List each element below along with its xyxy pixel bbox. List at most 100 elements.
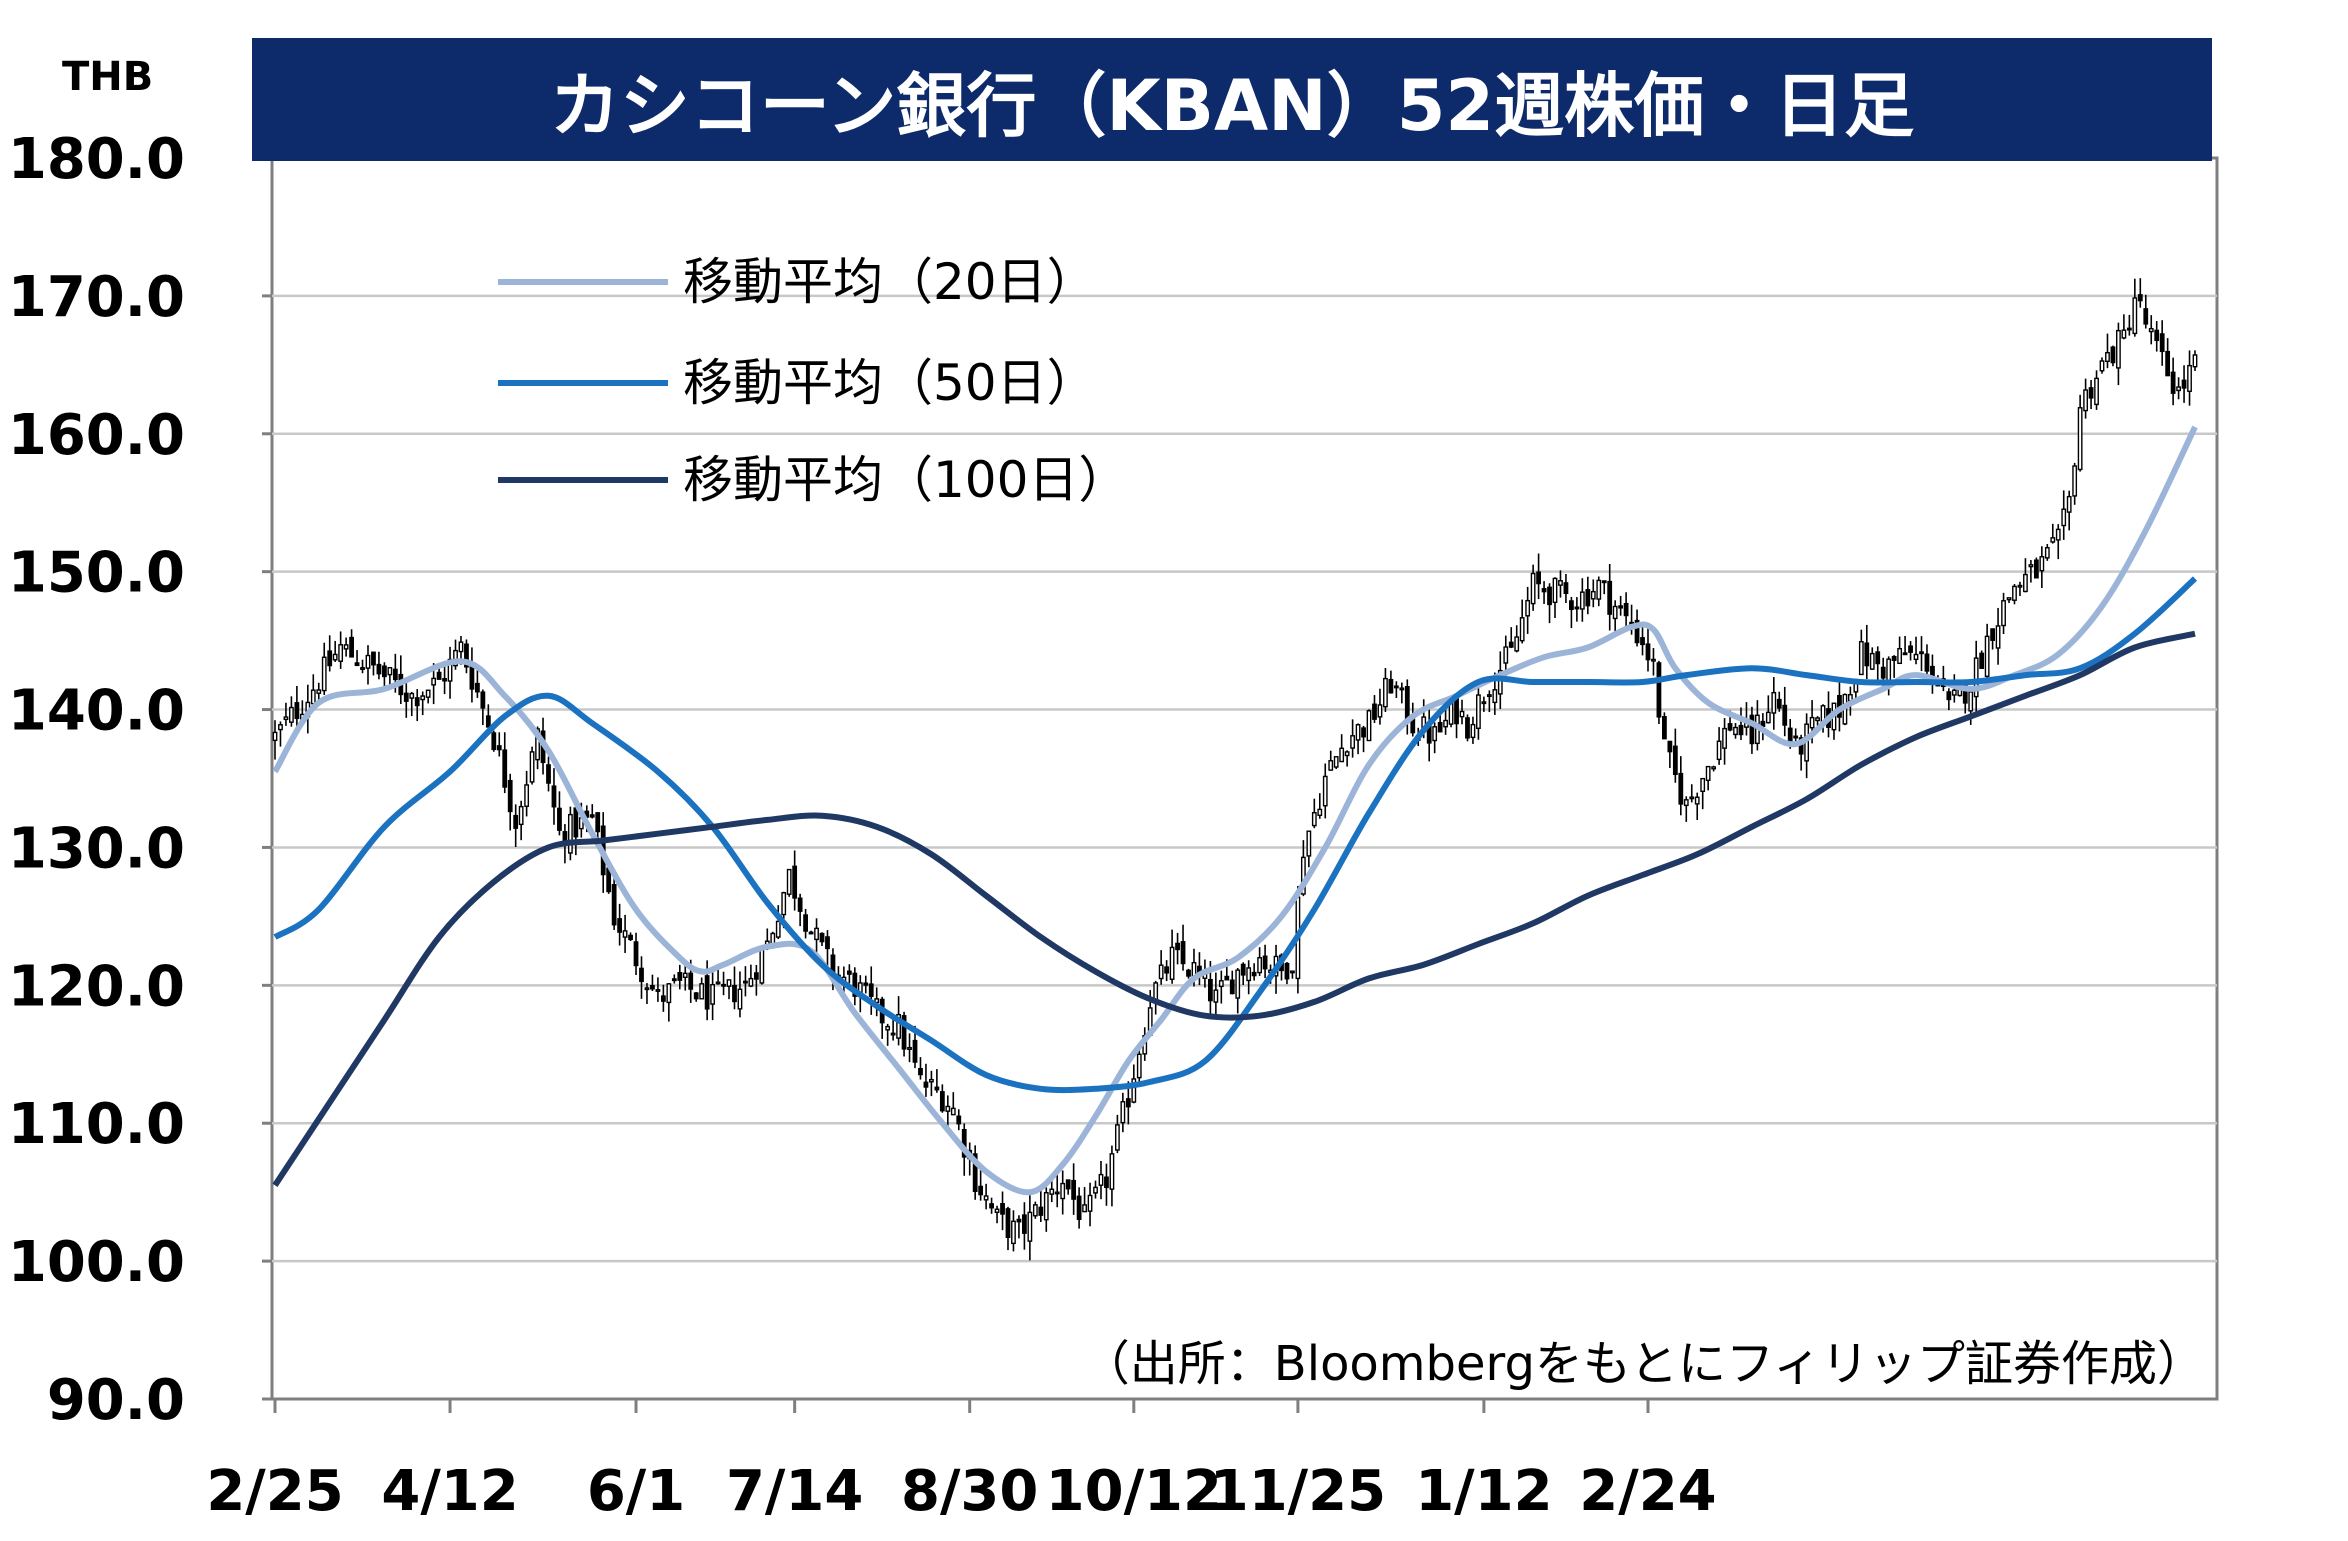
candle-body — [1711, 766, 1717, 770]
candle-body — [513, 814, 519, 829]
candle-body — [464, 643, 469, 668]
candle-body — [2094, 377, 2099, 406]
candle-body — [1946, 691, 1952, 701]
candle-body — [907, 1046, 912, 1050]
candle-body — [644, 987, 650, 991]
candle-body — [1809, 716, 1815, 729]
candle-body — [289, 706, 294, 723]
candle-body — [1973, 657, 1979, 698]
candle-body — [1771, 691, 1777, 714]
x-tick-label: 10/12 — [1046, 1459, 1222, 1524]
candle-body — [1590, 590, 1596, 600]
candle-body — [310, 689, 316, 705]
candle-body — [677, 971, 683, 981]
candle-body — [2033, 559, 2039, 579]
candle-body — [458, 641, 464, 653]
y-tick-label: 100.0 — [8, 1230, 185, 1295]
candle-body — [1098, 1173, 1104, 1186]
candle-body — [1125, 1098, 1131, 1108]
legend: 移動平均（20日） 移動平均（50日） 移動平均（100日） — [498, 253, 1128, 509]
candle-body — [2170, 371, 2176, 394]
candle-body — [436, 671, 442, 680]
candle-body — [1924, 653, 1930, 672]
candle-body — [1361, 727, 1366, 738]
source-note: （出所：Bloombergをもとにフィリップ証券作成） — [1082, 1336, 2205, 1392]
candle-body — [1875, 651, 1881, 665]
candle-body — [1530, 572, 1536, 605]
candle-body — [1651, 658, 1656, 662]
candle-body — [1640, 637, 1645, 646]
candle-body — [929, 1078, 934, 1083]
candle-body — [721, 983, 726, 987]
candle-body — [1913, 653, 1919, 661]
candle-body — [2110, 346, 2116, 364]
candle-body — [2006, 597, 2012, 601]
candle-body — [365, 654, 371, 669]
candle-body — [371, 651, 376, 666]
candle-body — [994, 1208, 1000, 1214]
candle-body — [622, 930, 628, 938]
candle-body — [1022, 1214, 1027, 1234]
candle-body — [1224, 975, 1230, 981]
candle-body — [1229, 979, 1235, 995]
candle-body — [2001, 600, 2006, 627]
candle-body — [1481, 701, 1487, 705]
candle-body — [491, 732, 497, 751]
candle-body — [808, 931, 814, 935]
candle-body — [2039, 556, 2045, 572]
candle-body — [1038, 1206, 1044, 1216]
candle-body — [518, 805, 524, 826]
candle-body — [1738, 724, 1744, 736]
candle-body — [283, 716, 289, 721]
candle-body — [1793, 735, 1799, 739]
candle-body — [1765, 711, 1771, 724]
candle-body — [1120, 1101, 1126, 1124]
candle-body — [1716, 740, 1722, 761]
candle-body — [699, 983, 705, 1000]
candle-body — [2083, 389, 2088, 412]
candle-body — [1322, 775, 1328, 807]
candle-body — [272, 731, 278, 742]
candle-body — [557, 807, 562, 831]
candle-body — [2165, 350, 2171, 377]
candle-body — [1908, 645, 1913, 653]
candle-body — [2061, 508, 2067, 527]
candle-body — [1016, 1218, 1022, 1223]
candle-body — [1656, 662, 1662, 718]
ma100-line — [272, 630, 2196, 1187]
candle-body — [2028, 564, 2034, 568]
candle-body — [1240, 963, 1246, 976]
candle-body — [2176, 386, 2181, 392]
candle-body — [425, 689, 431, 698]
candle-body — [710, 983, 716, 1005]
candle-body — [1104, 1176, 1109, 1189]
candle-body — [1032, 1204, 1038, 1217]
candle-body — [1683, 799, 1689, 807]
candle-body — [901, 1015, 907, 1050]
candle-body — [1465, 717, 1470, 739]
candle-body — [485, 715, 491, 728]
candle-body — [1514, 636, 1520, 652]
candle-body — [595, 812, 601, 833]
candle-body — [611, 884, 617, 926]
candle-body — [885, 1025, 891, 1031]
candle-body — [1049, 1188, 1055, 1195]
candle-body — [502, 749, 508, 788]
candle-body — [376, 663, 382, 675]
candle-body — [1366, 710, 1372, 742]
candle-body — [1558, 580, 1563, 586]
candle-body — [868, 983, 874, 997]
candle-body — [1060, 1182, 1066, 1200]
candle-body — [1011, 1220, 1016, 1245]
candle-body — [469, 665, 475, 690]
candle-body — [792, 865, 798, 899]
candle-body — [693, 992, 699, 1000]
candle-body — [1497, 669, 1503, 695]
candle-body — [480, 691, 486, 709]
candle-body — [748, 977, 754, 987]
candle-body — [1000, 1203, 1005, 1215]
candle-body — [2126, 327, 2132, 331]
candle-body — [1722, 727, 1727, 749]
candle-body — [1344, 751, 1350, 757]
